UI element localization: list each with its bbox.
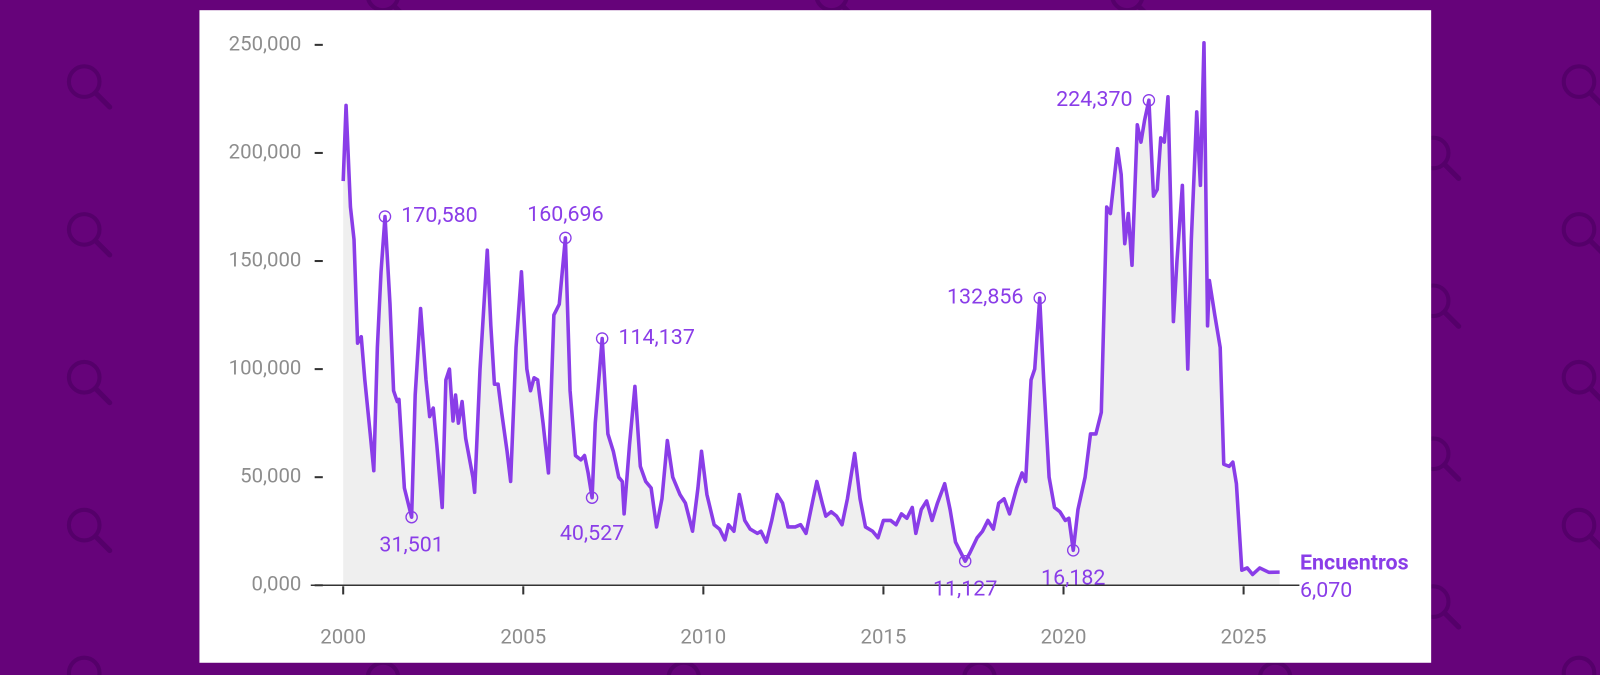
annotation-marker xyxy=(585,491,599,504)
annotation-marker xyxy=(1142,93,1156,107)
annotation-marker xyxy=(405,510,418,524)
y-tick-label: 100,000 xyxy=(229,355,302,379)
x-tick-label: 2025 xyxy=(1221,625,1267,649)
area xyxy=(343,42,1280,586)
plot: 0,000 50,000 100,000 150,000 200,000 250,000 2… xyxy=(229,31,1409,648)
x-tick-label: 2020 xyxy=(1041,625,1087,649)
annotation-label: 224,370 xyxy=(1056,87,1132,112)
annotation-label: 11,127 xyxy=(933,576,997,601)
x-tick-label: 2010 xyxy=(680,625,726,649)
end-value-label: 6,070 xyxy=(1300,578,1352,603)
x-tick-label: 2005 xyxy=(500,625,546,649)
annotation-marker xyxy=(958,554,972,568)
annotation-label: 170,580 xyxy=(401,203,477,228)
annotation-label: 160,696 xyxy=(527,202,603,227)
x-tick-label: 2015 xyxy=(861,625,907,649)
annotation-label: 31,501 xyxy=(379,532,443,557)
legend-label: Encuentros xyxy=(1300,551,1409,576)
annotation-marker xyxy=(1066,544,1080,557)
x-tick-label: 2000 xyxy=(320,625,366,649)
y-tick-label: 150,000 xyxy=(229,247,302,271)
annotation-label: 40,527 xyxy=(560,521,624,546)
annotation-marker xyxy=(378,210,392,223)
annotation-marker xyxy=(559,231,572,245)
annotation-label: 132,856 xyxy=(947,285,1023,310)
y-tick-label: 250,000 xyxy=(229,31,302,55)
annotation-label: 16,182 xyxy=(1041,565,1105,590)
y-tick-label: 0,000 xyxy=(252,572,302,596)
annotation-label: 114,137 xyxy=(618,325,694,350)
annotation-marker xyxy=(1033,291,1047,305)
y-tick-label: 50,000 xyxy=(240,464,301,488)
line xyxy=(341,40,1280,577)
y-tick-label: 200,000 xyxy=(229,139,302,163)
annotation-marker xyxy=(595,332,609,345)
